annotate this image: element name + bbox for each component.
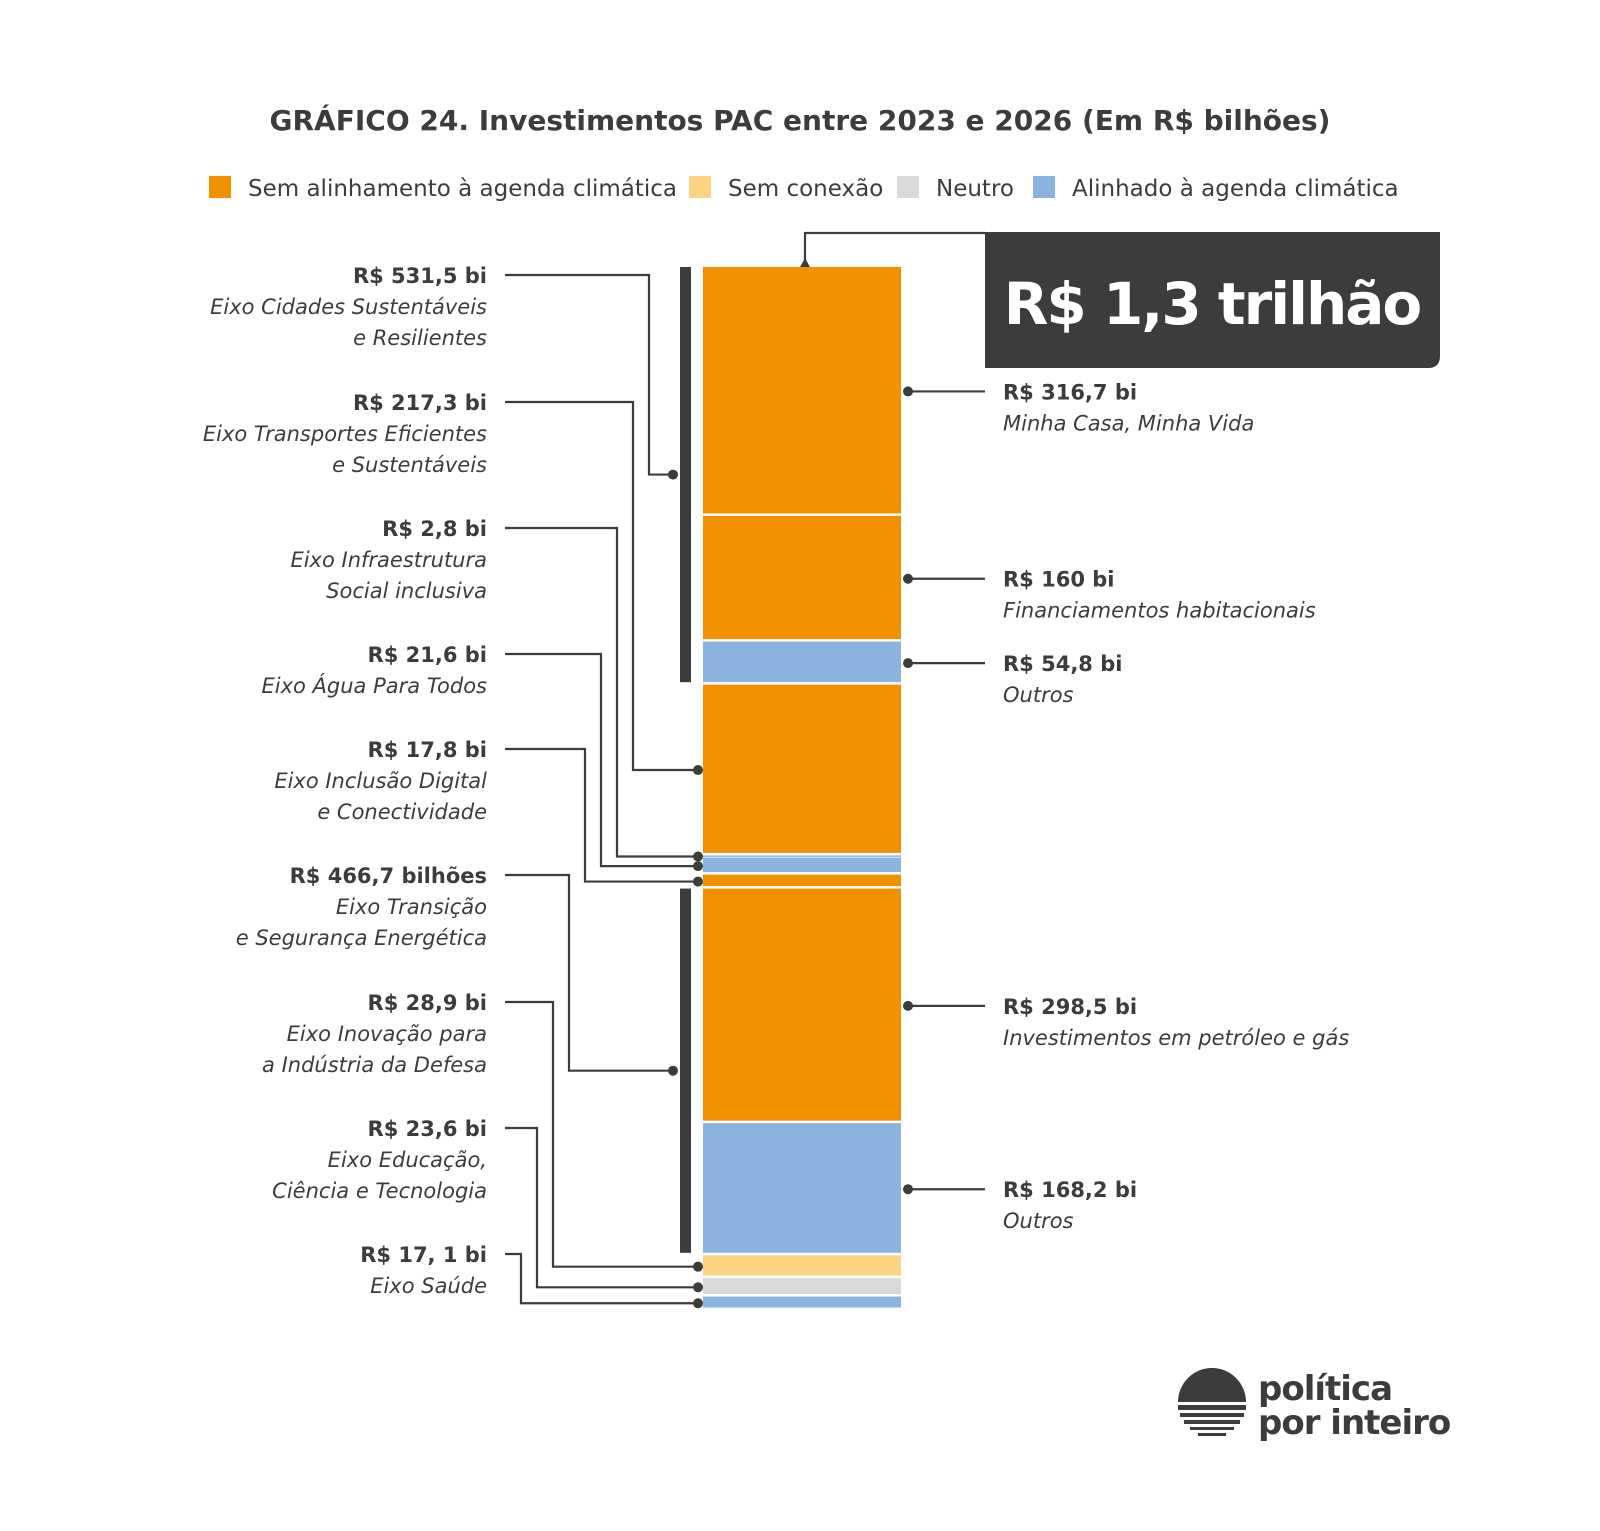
right-connector-dot-3 bbox=[903, 658, 913, 669]
left-connector-dot-9 bbox=[693, 1298, 703, 1309]
left-label-value-9: R$ 17, 1 bi bbox=[360, 1243, 487, 1267]
left-label-value-3: R$ 2,8 bi bbox=[382, 517, 487, 541]
right-label-name-1: Minha Casa, Minha Vida bbox=[1003, 411, 1254, 435]
right-label-value-1: R$ 316,7 bi bbox=[1003, 380, 1137, 404]
stacked-bar: Minha Casa, Minha Vida: 316.7Financiamen… bbox=[703, 267, 901, 1308]
left-label-name-3-2: Social inclusiva bbox=[326, 579, 487, 603]
left-connector-5 bbox=[505, 747, 698, 883]
total-box bbox=[985, 232, 1440, 368]
chart-title: GRÁFICO 24. Investimentos PAC entre 2023… bbox=[270, 103, 1331, 137]
left-label-name-2-1: Eixo Transportes Eficientes bbox=[203, 422, 487, 446]
group-brackets bbox=[680, 267, 691, 1253]
left-label-name-2-2: e Sustentáveis bbox=[332, 453, 487, 477]
right-label-value-3: R$ 54,8 bi bbox=[1003, 652, 1122, 676]
right-labels: R$ 316,7 bi Minha Casa, Minha Vida R$ 160 … bbox=[1003, 380, 1349, 1233]
left-label-name-9-1: Eixo Saúde bbox=[370, 1274, 487, 1298]
right-label-value-4: R$ 298,5 bi bbox=[1003, 995, 1137, 1019]
total-callout: R$ 1,3 trilhão bbox=[800, 231, 1440, 368]
right-label-name-3: Outros bbox=[1003, 683, 1074, 707]
left-connector-dot-2 bbox=[693, 765, 703, 776]
right-connector-dot-1 bbox=[903, 386, 913, 397]
left-connector-1 bbox=[505, 273, 673, 476]
legend-swatch-alinhado bbox=[1033, 176, 1055, 198]
legend-label-alinhado: Alinhado à agenda climática bbox=[1072, 176, 1399, 202]
total-label: R$ 1,3 trilhão bbox=[1004, 270, 1421, 338]
right-label-name-5: Outros bbox=[1003, 1209, 1074, 1233]
bar-segment-2: Financiamentos habitacionais: 160 bbox=[703, 515, 901, 640]
left-connector-dot-6 bbox=[668, 1065, 678, 1076]
left-label-name-5-1: Eixo Inclusão Digital bbox=[274, 769, 487, 793]
right-label-name-4: Investimentos em petróleo e gás bbox=[1003, 1026, 1349, 1050]
total-pointer-icon bbox=[800, 258, 810, 267]
left-label-name-1-1: Eixo Cidades Sustentáveis bbox=[210, 295, 487, 319]
left-connector-dot-3 bbox=[693, 851, 703, 862]
logo-line-2: por inteiro bbox=[1258, 1403, 1450, 1443]
left-connector-4 bbox=[505, 652, 698, 868]
left-label-value-2: R$ 217,3 bi bbox=[353, 391, 487, 415]
left-connector-dot-4 bbox=[693, 861, 703, 872]
total-connector bbox=[803, 231, 985, 267]
left-label-name-5-2: e Conectividade bbox=[317, 800, 487, 824]
label-connectors bbox=[505, 273, 985, 1309]
right-connector-dot-5 bbox=[903, 1184, 913, 1195]
right-label-value-5: R$ 168,2 bi bbox=[1003, 1178, 1137, 1202]
right-connector-dot-4 bbox=[903, 1000, 913, 1011]
bar-segment-7: Eixo Inclusão Digital e Conectividade: 1… bbox=[703, 874, 901, 887]
left-connector-7 bbox=[505, 1000, 698, 1268]
bar-segment-6: Eixo Água Para Todos: 21.6 bbox=[703, 857, 901, 873]
brand-logo: política por inteiro bbox=[1178, 1368, 1451, 1443]
bar-segment-8: Investimentos em petróleo e gás: 298.5 bbox=[703, 888, 901, 1121]
legend-swatch-sem_alinhamento bbox=[209, 176, 231, 198]
left-label-value-6: R$ 466,7 bilhões bbox=[290, 864, 487, 888]
left-label-name-6-2: e Segurança Energética bbox=[236, 926, 487, 950]
left-label-name-8-2: Ciência e Tecnologia bbox=[272, 1179, 487, 1203]
bar-segment-5: Eixo Infraestrutura Social inclusiva: 2.… bbox=[703, 855, 901, 857]
legend-label-neutro: Neutro bbox=[936, 176, 1014, 202]
left-label-value-5: R$ 17,8 bi bbox=[368, 738, 487, 762]
bar-segment-9: Outros: 168.2 bbox=[703, 1123, 901, 1253]
left-connector-dot-8 bbox=[693, 1282, 703, 1293]
left-connector-dot-5 bbox=[693, 876, 703, 887]
left-label-name-7-2: a Indústria da Defesa bbox=[262, 1053, 487, 1077]
left-label-name-8-1: Eixo Educação, bbox=[328, 1148, 487, 1172]
logo-line-1: política bbox=[1258, 1369, 1392, 1409]
left-connector-2 bbox=[505, 400, 698, 772]
bar-segment-11: Eixo Educação, Ciência e Tecnologia: 23.… bbox=[703, 1278, 901, 1295]
right-label-name-2: Financiamentos habitacionais bbox=[1003, 599, 1316, 623]
left-label-name-3-1: Eixo Infraestrutura bbox=[290, 548, 487, 572]
bar-segment-3: Outros: 54.8 bbox=[703, 641, 901, 683]
right-connector-dot-2 bbox=[903, 573, 913, 584]
left-labels: R$ 531,5 bi Eixo Cidades Sustentáveis e Re… bbox=[203, 264, 487, 1298]
legend-label-sem_conexao: Sem conexão bbox=[728, 176, 883, 202]
left-label-name-1-2: e Resilientes bbox=[353, 326, 487, 350]
left-label-value-4: R$ 21,6 bi bbox=[368, 643, 487, 667]
left-label-name-4-1: Eixo Água Para Todos bbox=[261, 673, 487, 698]
legend-swatch-neutro bbox=[897, 176, 919, 198]
left-label-name-7-1: Eixo Inovação para bbox=[287, 1022, 487, 1046]
legend-swatch-sem_conexao bbox=[689, 176, 711, 198]
legend-label-sem_alinhamento: Sem alinhamento à agenda climática bbox=[248, 176, 677, 202]
left-label-value-7: R$ 28,9 bi bbox=[368, 991, 487, 1015]
left-connector-9 bbox=[505, 1252, 698, 1305]
left-label-value-1: R$ 531,5 bi bbox=[353, 264, 487, 288]
left-connector-8 bbox=[505, 1126, 698, 1289]
left-connector-3 bbox=[505, 526, 698, 858]
bracket-transicao bbox=[680, 888, 691, 1253]
legend: Sem alinhamento à agenda climática Sem co… bbox=[209, 176, 1399, 202]
bar-segment-1: Minha Casa, Minha Vida: 316.7 bbox=[703, 267, 901, 514]
bar-segment-10: Eixo Inovação para a Indústria da Defesa… bbox=[703, 1255, 901, 1276]
bracket-cidades bbox=[680, 267, 691, 683]
bar-segment-12: Eixo Saúde: 17.1 bbox=[703, 1296, 901, 1308]
bar-segment-4: Eixo Transportes Eficientes e Sustentáve… bbox=[703, 684, 901, 853]
left-connector-dot-7 bbox=[693, 1261, 703, 1272]
left-label-value-8: R$ 23,6 bi bbox=[368, 1117, 487, 1141]
left-connector-dot-1 bbox=[668, 469, 678, 480]
sunset-logo-icon bbox=[1178, 1368, 1246, 1436]
left-connector-6 bbox=[505, 873, 673, 1072]
right-label-value-2: R$ 160 bi bbox=[1003, 568, 1114, 592]
left-label-name-6-1: Eixo Transição bbox=[336, 895, 487, 919]
